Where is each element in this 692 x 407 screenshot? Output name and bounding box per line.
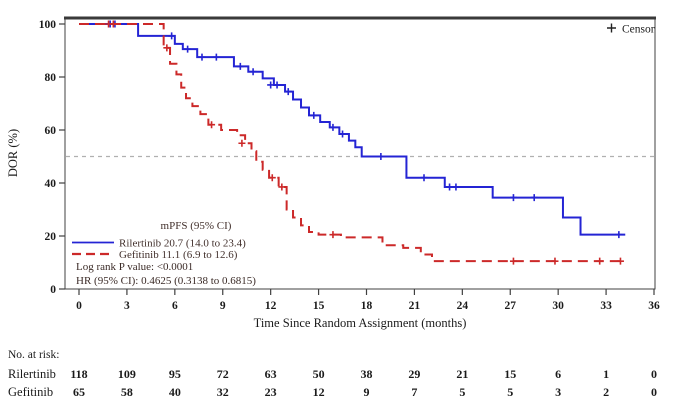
risk-value-gefitinib: 58: [121, 385, 133, 399]
x-tick-label: 33: [600, 300, 612, 312]
y-tick-label: 20: [45, 231, 57, 243]
plot-dynamic-over-layer: 118 109 95 72 63 50 38 29 21 15 6 1 065 58 40 32 23 12 9 7 5…: [70, 20, 657, 399]
x-tick-label: 3: [124, 300, 130, 312]
x-tick-label: 9: [220, 300, 226, 312]
censor-mark-rilertinib: [212, 53, 220, 61]
risk-value-gefitinib: 2: [603, 385, 609, 399]
censor-mark-rilertinib: [509, 194, 517, 202]
censor-mark-rilertinib: [184, 45, 192, 53]
mpfs-legend: mPFS (95% CI) Rilertinib 20.7 (14.0 to 2…: [72, 220, 246, 261]
hazard-ratio-text: HR (95% CI): 0.4625 (0.3138 to 0.6815): [76, 275, 256, 287]
x-tick-label: 24: [457, 300, 469, 312]
x-tick-label: 18: [361, 300, 373, 312]
risk-value-rilertinib: 6: [555, 367, 561, 381]
risk-value-rilertinib: 21: [456, 367, 468, 381]
censor-mark-gefitinib: [268, 174, 276, 182]
censor-legend: Censor: [607, 23, 655, 36]
x-tick-label: 6: [172, 300, 178, 312]
risk-value-gefitinib: 40: [169, 385, 181, 399]
risk-value-rilertinib: 1: [603, 367, 609, 381]
x-tick-label: 12: [265, 300, 277, 312]
risk-value-rilertinib: 15: [504, 367, 516, 381]
risk-value-rilertinib: 72: [217, 367, 229, 381]
y-tick-label: 80: [45, 72, 57, 84]
risk-table: No. at risk: Rilertinib Gefitinib: [8, 349, 59, 399]
risk-value-rilertinib: 50: [313, 367, 325, 381]
censor-mark-rilertinib: [267, 81, 275, 89]
censor-mark-rilertinib: [310, 111, 318, 119]
censor-mark-rilertinib: [339, 130, 347, 138]
censor-mark-rilertinib: [446, 183, 454, 191]
x-tick-label: 15: [313, 300, 325, 312]
censor-mark-rilertinib: [168, 32, 176, 40]
x-axis-title: Time Since Random Assignment (months): [254, 316, 467, 330]
x-tick-label: 21: [409, 300, 421, 312]
risk-value-gefitinib: 32: [217, 385, 229, 399]
risk-value-gefitinib: 65: [73, 385, 85, 399]
censor-mark-gefitinib: [109, 20, 117, 28]
risk-value-rilertinib: 38: [361, 367, 373, 381]
risk-value-rilertinib: 63: [265, 367, 277, 381]
logrank-pvalue-text: Log rank P value: <0.0001: [76, 261, 193, 273]
censor-mark-rilertinib: [615, 231, 623, 239]
y-tick-label: 40: [45, 178, 57, 190]
risk-value-gefitinib: 5: [507, 385, 513, 399]
y-tick-label: 60: [45, 125, 57, 137]
censor-legend-label: Censor: [622, 24, 655, 36]
censor-mark-rilertinib: [329, 123, 337, 131]
y-tick-label: 0: [50, 284, 56, 296]
censor-plus-icon: [607, 23, 616, 33]
risk-value-rilertinib: 95: [169, 367, 181, 381]
x-tick-label: 36: [648, 300, 660, 312]
x-tick-label: 30: [552, 300, 564, 312]
censor-mark-rilertinib: [198, 53, 206, 61]
censor-mark-rilertinib: [420, 174, 428, 182]
x-tick-label: 27: [505, 300, 517, 312]
risk-value-gefitinib: 3: [555, 385, 561, 399]
censor-mark-rilertinib: [530, 194, 538, 202]
censor-mark-gefitinib: [551, 257, 559, 265]
censor-mark-gefitinib: [509, 257, 517, 265]
y-axis-title: DOR (%): [6, 129, 20, 177]
risk-value-rilertinib: 0: [651, 367, 657, 381]
legend-entry-gefitinib: Gefitinib 11.1 (6.9 to 12.6): [119, 249, 238, 261]
risk-value-rilertinib: 118: [70, 367, 87, 381]
risk-value-gefitinib: 12: [313, 385, 325, 399]
censor-mark-rilertinib: [236, 62, 244, 70]
censor-mark-gefitinib: [596, 257, 604, 265]
censor-mark-gefitinib: [208, 121, 216, 129]
censor-mark-gefitinib: [278, 183, 286, 191]
stats-annotations: Log rank P value: <0.0001 HR (95% CI): 0…: [76, 261, 256, 287]
censor-mark-gefitinib: [238, 139, 246, 147]
risk-value-gefitinib: 0: [651, 385, 657, 399]
risk-value-gefitinib: 9: [364, 385, 370, 399]
risk-row-label-gefitinib: Gefitinib: [8, 385, 53, 399]
risk-value-gefitinib: 5: [459, 385, 465, 399]
censor-mark-rilertinib: [452, 183, 460, 191]
censor-mark-rilertinib: [377, 153, 385, 160]
y-tick-label: 100: [39, 19, 57, 31]
legend-header: mPFS (95% CI): [161, 220, 232, 232]
risk-value-gefitinib: 7: [411, 385, 417, 399]
risk-value-gefitinib: 23: [265, 385, 277, 399]
censor-mark-gefitinib: [329, 231, 337, 239]
censor-mark-rilertinib: [284, 88, 292, 96]
km-curve-gefitinib: [79, 23, 626, 263]
censor-mark-rilertinib: [249, 68, 257, 76]
censor-mark-gefitinib: [163, 44, 171, 52]
censor-mark-rilertinib: [273, 81, 281, 89]
legend-entry-rilertinib: Rilertinib 20.7 (14.0 to 23.4): [119, 238, 246, 250]
x-tick-label: 0: [76, 300, 82, 312]
risk-row-label-rilertinib: Rilertinib: [8, 367, 56, 381]
risk-table-title: No. at risk:: [8, 349, 59, 361]
censor-mark-gefitinib: [616, 257, 624, 265]
risk-value-rilertinib: 109: [118, 367, 136, 381]
risk-value-rilertinib: 29: [408, 367, 420, 381]
km-curve-rilertinib: [79, 23, 626, 236]
